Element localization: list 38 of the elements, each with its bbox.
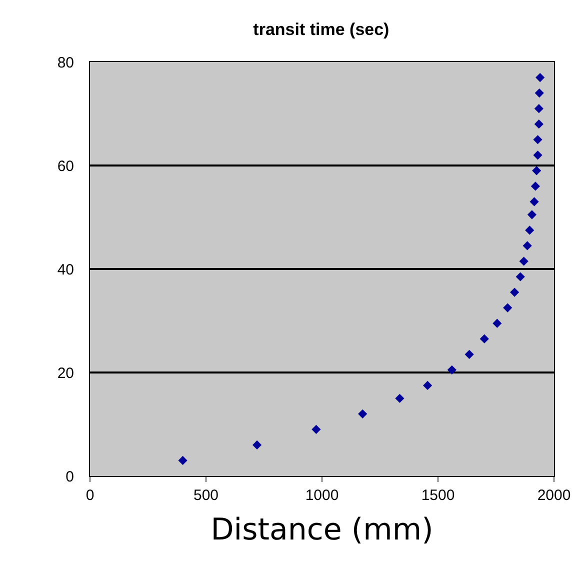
x-tick-label: 0	[86, 487, 94, 504]
y-tick-label: 20	[57, 364, 74, 382]
point	[312, 424, 321, 434]
point	[532, 166, 542, 176]
point	[252, 440, 262, 450]
point	[525, 226, 534, 235]
point	[533, 135, 542, 144]
point	[530, 182, 540, 191]
point	[510, 288, 520, 297]
point	[423, 380, 432, 390]
point	[533, 150, 542, 160]
x-axis-title: Distance (mm)	[210, 512, 434, 548]
point	[480, 334, 489, 344]
point	[534, 120, 544, 129]
y-tick-label: 60	[57, 158, 74, 175]
point	[530, 197, 539, 206]
point	[534, 104, 544, 114]
chart-title: transit time (sec)	[253, 20, 390, 39]
x-tick-label: 2000	[537, 487, 571, 504]
point	[522, 241, 532, 250]
y-tick-label: 40	[57, 261, 74, 278]
point	[178, 456, 188, 466]
point	[516, 272, 525, 282]
x-tick-label: 1000	[305, 487, 339, 504]
point	[503, 303, 512, 312]
point	[519, 256, 528, 266]
y-tick-label: 0	[66, 468, 74, 486]
point	[395, 394, 404, 403]
point	[492, 318, 502, 328]
point	[447, 365, 456, 374]
point	[527, 210, 537, 220]
x-tick-label: 1500	[421, 487, 455, 504]
point	[464, 350, 474, 359]
y-tick-label: 80	[57, 54, 74, 72]
x-tick-label: 500	[193, 487, 219, 504]
point	[536, 72, 545, 82]
point	[534, 88, 544, 98]
point	[358, 409, 368, 418]
